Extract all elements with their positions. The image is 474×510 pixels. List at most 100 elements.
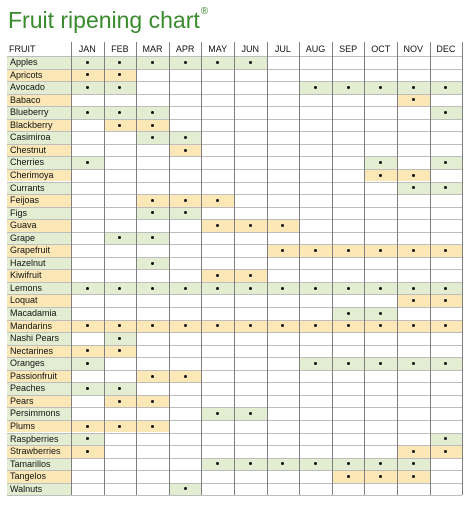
month-cell — [266, 143, 300, 157]
month-cell — [331, 319, 365, 333]
ripe-dot — [150, 60, 154, 64]
ripe-dot — [379, 361, 383, 365]
column-divider — [364, 42, 366, 496]
month-cell — [168, 319, 202, 333]
month-cell — [136, 68, 169, 82]
month-cell — [103, 394, 137, 408]
month-cell — [299, 206, 332, 220]
month-cell — [331, 294, 365, 307]
month-cell — [103, 344, 137, 358]
month-cell — [331, 143, 365, 157]
month-cell — [201, 294, 234, 307]
month-cell — [266, 432, 300, 446]
ripe-dot — [379, 311, 383, 315]
month-cell — [168, 244, 202, 257]
month-cell — [299, 131, 332, 144]
month-cell — [266, 93, 300, 107]
month-cell — [266, 256, 300, 270]
month-cell — [103, 206, 137, 220]
month-cell — [331, 470, 365, 483]
month-cell — [331, 156, 365, 169]
month-cell — [136, 394, 169, 408]
ripe-dot — [411, 361, 415, 365]
month-cell — [201, 332, 234, 345]
month-cell — [266, 382, 300, 395]
column-divider — [168, 42, 170, 496]
month-cell — [71, 394, 104, 408]
month-cell — [103, 256, 137, 270]
month-cell — [429, 294, 463, 307]
ripe-dot — [248, 412, 252, 416]
month-cell — [103, 470, 137, 483]
month-cell — [299, 357, 332, 370]
month-cell — [71, 269, 104, 282]
month-cell — [364, 194, 397, 207]
ripe-dot — [183, 198, 187, 202]
ripe-dot — [444, 437, 448, 441]
month-cell — [429, 369, 463, 383]
month-cell — [168, 281, 202, 295]
month-cell — [136, 445, 169, 458]
month-cell — [397, 244, 430, 257]
month-cell — [168, 432, 202, 446]
month-cell — [71, 482, 104, 496]
ripe-dot — [444, 361, 448, 365]
ripe-dot — [85, 161, 89, 165]
month-cell — [71, 93, 104, 107]
month-cell — [331, 181, 365, 195]
month-cell — [168, 143, 202, 157]
month-cell — [266, 294, 300, 307]
month-cell — [331, 344, 365, 358]
month-cell — [136, 181, 169, 195]
fruit-label: Tamarillos — [7, 457, 71, 471]
month-cell — [136, 93, 169, 107]
month-cell — [71, 244, 104, 257]
month-cell — [136, 382, 169, 395]
month-cell — [234, 81, 267, 94]
ripe-dot — [118, 399, 122, 403]
fruit-label: Tangelos — [7, 470, 71, 483]
ripe-dot — [118, 336, 122, 340]
month-cell — [201, 394, 234, 408]
month-cell — [364, 93, 397, 107]
month-cell — [201, 231, 234, 245]
month-cell — [168, 68, 202, 82]
month-cell — [331, 457, 365, 471]
month-cell — [136, 106, 169, 119]
month-cell — [136, 357, 169, 370]
month-cell — [397, 206, 430, 220]
month-cell — [429, 445, 463, 458]
month-cell — [103, 194, 137, 207]
month-cell — [364, 281, 397, 295]
month-cell — [364, 181, 397, 195]
title-text: Fruit ripening chart — [8, 7, 200, 33]
ripe-dot — [150, 261, 154, 265]
month-cell — [136, 81, 169, 94]
ripe-dot — [281, 324, 285, 328]
month-cell — [299, 281, 332, 295]
month-cell — [71, 281, 104, 295]
month-cell — [397, 457, 430, 471]
ripe-dot — [411, 98, 415, 102]
month-cell — [331, 118, 365, 132]
month-cell — [266, 231, 300, 245]
month-cell — [331, 432, 365, 446]
month-cell — [397, 382, 430, 395]
fruit-label: Pears — [7, 394, 71, 408]
month-cell — [103, 319, 137, 333]
ripe-dot — [379, 462, 383, 466]
month-cell — [397, 394, 430, 408]
month-cell — [71, 294, 104, 307]
month-cell — [364, 131, 397, 144]
month-cell — [234, 269, 267, 282]
month-cell — [136, 307, 169, 320]
column-divider — [266, 42, 268, 496]
ripe-dot — [346, 85, 350, 89]
month-cell — [168, 344, 202, 358]
month-cell — [234, 281, 267, 295]
month-cell — [71, 344, 104, 358]
month-cell — [201, 143, 234, 157]
month-cell — [136, 294, 169, 307]
month-cell — [71, 382, 104, 395]
fruit-label: Figs — [7, 206, 71, 220]
